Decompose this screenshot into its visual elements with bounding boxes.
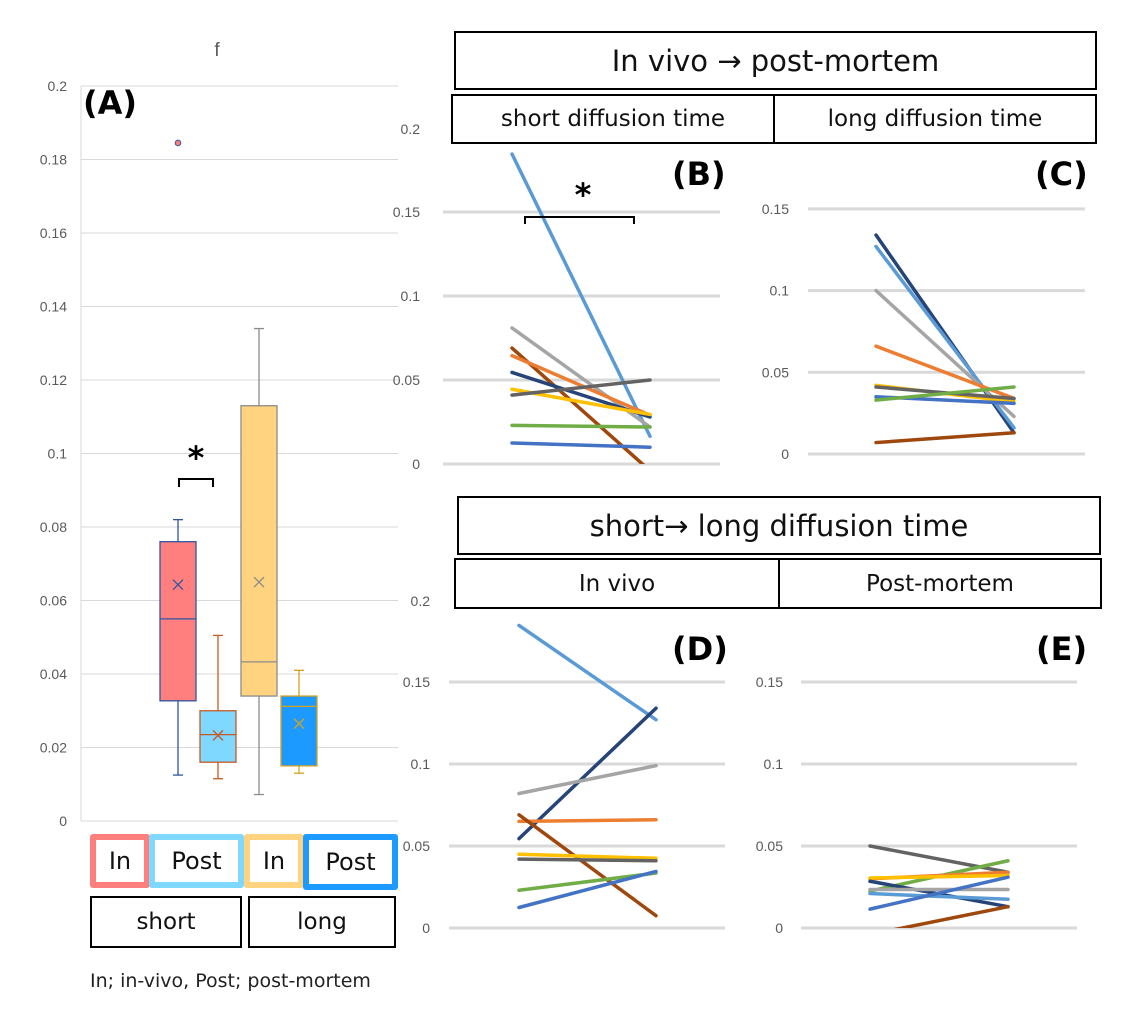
y-tick-label: 0 xyxy=(59,813,67,829)
panel-c-line-chart: 0 0.05 0.1 0.15 (C) xyxy=(762,155,1088,462)
panel-label-a: (A) xyxy=(83,84,137,122)
panel-b-line-chart: 0 0.05 0.1 0.15 0.2 (B) * xyxy=(393,121,726,472)
series-line-6 xyxy=(517,852,658,861)
panel-label-d: (D) xyxy=(672,630,728,668)
chart-title: f xyxy=(214,40,220,61)
y-tick-label: 0.15 xyxy=(393,204,420,220)
y-tick-label: 0.04 xyxy=(40,666,67,682)
series-line-5 xyxy=(517,813,658,918)
panel-label-e: (E) xyxy=(1036,630,1087,668)
box-long-post xyxy=(280,669,318,774)
header-short-diffusion-time: short diffusion time xyxy=(451,94,775,144)
series-line-9 xyxy=(510,441,652,449)
y-tick-label: 0.15 xyxy=(756,674,783,690)
series-line-7 xyxy=(510,378,652,397)
panel-a-boxplot: f 0 0.02 0.04 0.06 0.08 0.1 0.12 0.14 0.16 0.18 0.2… xyxy=(40,40,398,829)
y-tick-label: 0.1 xyxy=(764,756,784,772)
y-tick-label: 0.15 xyxy=(403,674,430,690)
y-tick-label: 0.05 xyxy=(403,838,430,854)
y-tick-label: 0.02 xyxy=(40,740,67,756)
y-tick-label: 0.15 xyxy=(762,201,789,217)
series-line-8 xyxy=(510,423,652,429)
box-long-in xyxy=(240,327,278,796)
legend-short-in: In xyxy=(90,834,150,888)
mean-marker xyxy=(172,579,184,591)
y-tick-label: 0.12 xyxy=(40,372,67,388)
legend-long-in: In xyxy=(244,834,304,888)
y-tick-label: 0.05 xyxy=(762,364,789,380)
series-line-8 xyxy=(874,385,1016,402)
panel-e-line-chart: 0 0.05 0.1 0.15 (E) xyxy=(756,630,1087,936)
header-in-vivo-to-post-mortem: In vivo → post-mortem xyxy=(454,31,1097,90)
y-tick-label: 0.2 xyxy=(411,593,431,609)
series-line-2 xyxy=(517,706,658,841)
box-short-in xyxy=(159,139,197,776)
y-tick-label: 0.14 xyxy=(40,299,67,315)
iqr-box xyxy=(240,405,278,697)
legend-group-short: short xyxy=(90,896,242,948)
y-tick-label: 0.06 xyxy=(40,593,67,609)
y-tick-label: 0.08 xyxy=(40,519,67,535)
series-line-8 xyxy=(868,875,1010,911)
significance-star: * xyxy=(188,439,205,477)
box-short-post xyxy=(199,634,237,780)
series-lines xyxy=(510,152,652,464)
y-tick-label: 0.1 xyxy=(411,756,431,772)
series-line-1 xyxy=(868,844,1010,874)
y-tick-label: 0.16 xyxy=(40,225,67,241)
series-line-7 xyxy=(517,857,658,863)
series-line-4 xyxy=(510,353,652,418)
header-long-diffusion-time: long diffusion time xyxy=(773,94,1097,144)
panel-label-c: (C) xyxy=(1035,155,1088,193)
outlier-point xyxy=(174,139,182,147)
significance-star: * xyxy=(575,176,592,214)
significance-bracket xyxy=(178,478,214,487)
y-tick-label: 0 xyxy=(781,446,789,462)
header-short-to-long-diffusion-time: short→ long diffusion time xyxy=(457,496,1101,555)
y-tick-label: 0 xyxy=(412,456,420,472)
y-tick-label: 0.05 xyxy=(393,372,420,388)
panel-label-b: (B) xyxy=(672,155,726,193)
iqr-box xyxy=(159,541,197,702)
series-line-3 xyxy=(517,763,658,796)
iqr-box xyxy=(199,710,237,763)
header-in-vivo: In vivo xyxy=(454,558,780,609)
series-line-4 xyxy=(517,818,658,824)
series-line-1 xyxy=(510,152,652,439)
series-lines xyxy=(517,623,658,918)
series-line-9 xyxy=(517,869,658,910)
y-tick-label: 0.1 xyxy=(770,283,790,299)
series-line-1 xyxy=(517,623,658,722)
series-line-3 xyxy=(510,346,646,464)
mean-marker xyxy=(253,576,265,588)
series-line-9 xyxy=(893,904,1010,928)
mean-marker xyxy=(212,729,224,741)
legend-long-post: Post xyxy=(303,834,398,890)
series-line-7 xyxy=(868,891,1010,902)
series-line-4 xyxy=(868,873,1010,880)
y-tick-label: 0 xyxy=(422,920,430,936)
series-lines xyxy=(868,844,1010,928)
panel-d-line-chart: 0 0.05 0.1 0.15 0.2 (D) xyxy=(403,593,728,936)
y-tick-label: 0.1 xyxy=(48,446,68,462)
y-tick-label: 0.1 xyxy=(401,288,421,304)
y-tick-label: 0.18 xyxy=(40,152,67,168)
footnote: In; in-vivo, Post; post-mortem xyxy=(90,970,371,992)
y-tick-label: 0.05 xyxy=(756,838,783,854)
y-tick-label: 0 xyxy=(775,920,783,936)
legend-group-long: long xyxy=(248,896,396,948)
y-tick-label: 0.2 xyxy=(401,121,421,137)
significance-bracket xyxy=(524,216,635,224)
mean-marker xyxy=(293,718,305,730)
legend-short-post: Post xyxy=(149,834,244,888)
header-post-mortem: Post-mortem xyxy=(778,558,1102,609)
iqr-box xyxy=(280,695,318,767)
series-lines xyxy=(874,233,1016,445)
y-tick-label: 0.2 xyxy=(48,78,68,94)
series-line-9 xyxy=(874,431,1016,445)
